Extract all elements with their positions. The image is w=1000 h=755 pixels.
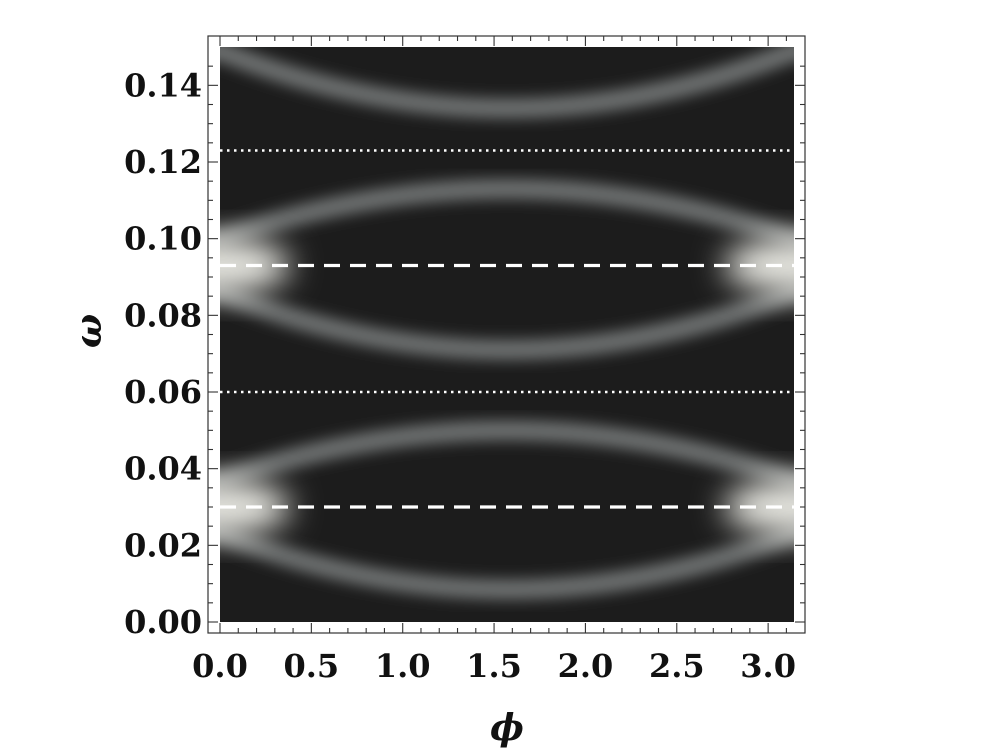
heatmap-band	[220, 282, 794, 360]
heatmap-bright-spot	[724, 479, 794, 535]
heatmap-band	[220, 420, 794, 491]
x-tick-label: 0.0	[192, 647, 248, 685]
y-tick-label: 0.14	[124, 66, 202, 104]
y-tick-label: 0.12	[124, 143, 202, 181]
x-tick-label: 2.0	[558, 647, 614, 685]
heatmap-background	[220, 47, 794, 622]
y-tick-label: 0.10	[124, 220, 202, 258]
y-tick-label: 0.06	[124, 373, 202, 411]
heatmap-band	[220, 178, 794, 249]
y-axis-title: ω	[68, 314, 110, 348]
y-tick-label: 0.08	[124, 296, 202, 334]
x-tick-label: 2.5	[649, 647, 705, 685]
x-tick-label: 1.0	[375, 647, 431, 685]
heatmap-band	[220, 523, 794, 600]
x-tick-label: 1.5	[466, 647, 522, 685]
x-tick-label: 0.5	[284, 647, 340, 685]
y-tick-label: 0.04	[124, 450, 202, 488]
heatmap-bright-spot	[724, 237, 794, 294]
y-tick-label: 0.02	[124, 526, 202, 564]
y-tick-label: 0.00	[124, 603, 202, 641]
heatmap-band	[220, 47, 794, 119]
x-axis-title: ϕ	[490, 707, 524, 749]
x-tick-label: 3.0	[740, 647, 796, 685]
